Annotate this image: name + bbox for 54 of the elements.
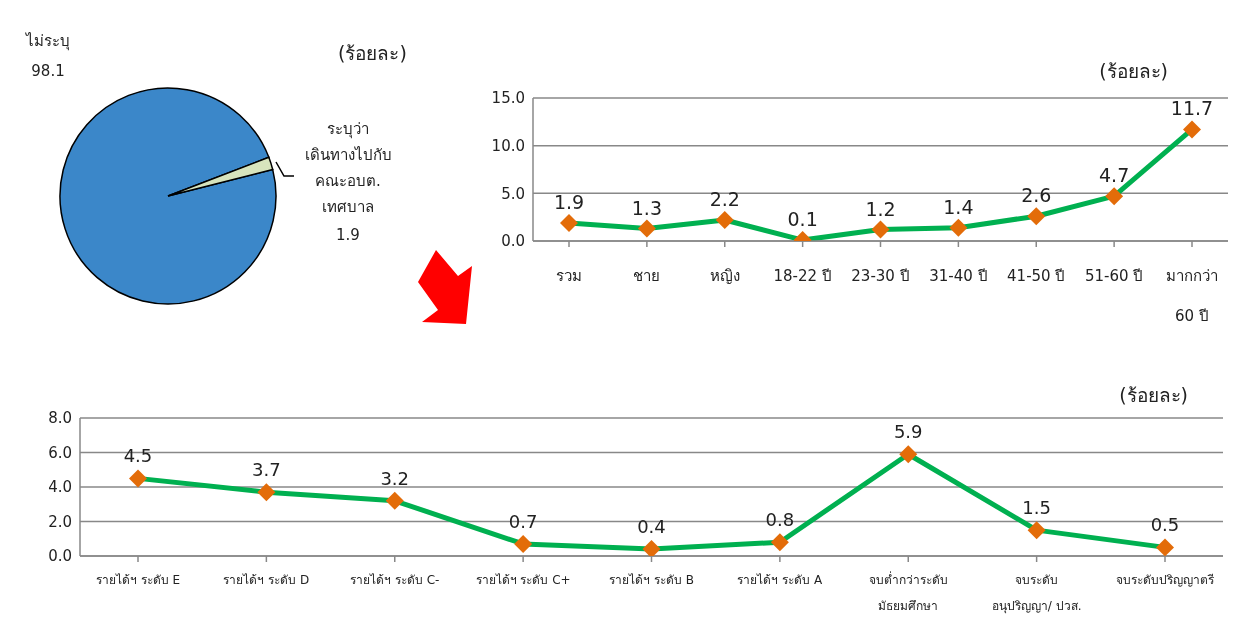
x-tick-label: 51-60 ปี: [1084, 267, 1144, 285]
y-tick-label: 10.0: [491, 136, 525, 155]
y-tick-label: 4.0: [48, 478, 72, 497]
x-tick-label: 18-22 ปี: [773, 267, 832, 285]
x-tick-label: จบระดับปริญญาตรี: [1116, 573, 1215, 587]
x-tick-label: 31-40 ปี: [929, 267, 988, 285]
y-tick-label: 8.0: [48, 409, 72, 428]
data-label: 11.7: [1170, 97, 1214, 120]
y-tick-label: 5.0: [501, 184, 525, 203]
data-label: 4.7: [1099, 164, 1130, 187]
x-tick-label: รวม: [556, 267, 582, 285]
pie-slice: [167, 156, 274, 197]
data-label: 98.1: [31, 62, 65, 80]
y-tick-label: 15.0: [491, 89, 525, 108]
pie-slice: [59, 87, 277, 305]
data-label: 1.2: [865, 197, 896, 220]
data-label: 1.5: [1022, 497, 1051, 519]
text: (ร้อยละ): [338, 41, 407, 66]
data-label: 5.9: [893, 421, 923, 443]
y-axis-title: (ร้อยละ): [1099, 59, 1168, 84]
data-label: 0.5: [1150, 514, 1180, 536]
data-label: 1.9: [553, 190, 585, 213]
x-tick-label: รายได้ฯ ระดับ B: [609, 573, 694, 587]
data-label: 0.1: [787, 208, 818, 231]
x-tick-label: รายได้ฯ ระดับ A: [737, 573, 824, 587]
y-tick-label: 0.0: [48, 547, 72, 566]
data-label: 2.6: [1021, 184, 1052, 207]
data-label: 1.9: [336, 226, 360, 244]
data-label: 0.7: [508, 510, 538, 532]
y-tick-label: 6.0: [48, 443, 72, 462]
x-tick-label: จบระดับ อนุปริญญา/ ปวส.: [991, 573, 1082, 614]
y-tick-label: 0.0: [501, 232, 525, 251]
y-axis-title: (ร้อยละ): [1119, 383, 1188, 408]
data-label: 1.4: [943, 195, 974, 218]
data-label: 4.5: [123, 445, 153, 467]
slice-label: ไม่ระบุ: [25, 32, 70, 51]
y-tick-label: 2.0: [48, 512, 72, 531]
data-label: 0.8: [765, 509, 795, 531]
data-label: 3.7: [252, 459, 281, 481]
x-tick-label: รายได้ฯ ระดับ C-: [350, 573, 440, 587]
data-label: 3.2: [380, 467, 410, 489]
data-label: 0.4: [637, 516, 666, 538]
slice-label: ระบุว่า เดินทางไปกับ คณะอบต. เทศบาล: [304, 120, 392, 216]
x-tick-label: 41-50 ปี: [1007, 267, 1066, 285]
x-tick-label: 23-30 ปี: [851, 267, 910, 285]
data-label: 1.3: [631, 196, 662, 219]
data-label: 2.2: [709, 188, 740, 211]
x-tick-label: รายได้ฯ ระดับ D: [223, 573, 310, 587]
x-tick-label: จบต่ำกว่าระดับ มัธยมศึกษา: [868, 571, 948, 613]
category-label: มากกว่า 60 ปี: [1166, 267, 1218, 325]
x-tick-label: หญิง: [709, 267, 740, 285]
x-tick-label: รายได้ฯ ระดับ E: [95, 573, 181, 587]
x-tick-label: ชาย: [633, 267, 661, 285]
x-tick-label: รายได้ฯ ระดับ C+: [475, 573, 571, 587]
